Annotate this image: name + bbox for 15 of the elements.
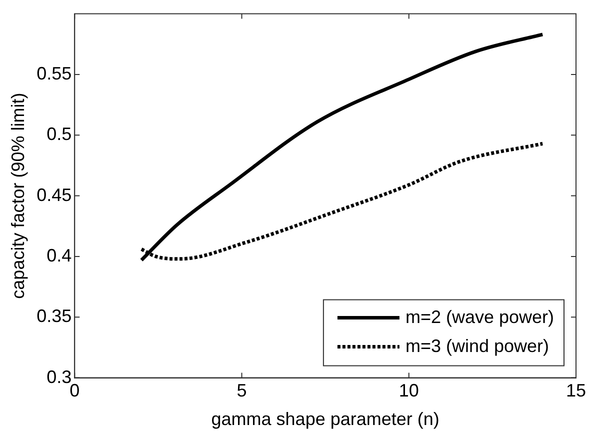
x-tick-label: 15 <box>566 380 586 401</box>
y-tick-label: 0.3 <box>46 366 72 387</box>
legend-label: m=3 (wind power) <box>405 336 550 356</box>
x-axis-title: gamma shape parameter (n) <box>211 409 440 430</box>
legend-label: m=2 (wave power) <box>405 306 554 327</box>
y-tick-label: 0.5 <box>46 124 72 144</box>
x-tick-label: 5 <box>236 380 247 401</box>
y-tick-label: 0.55 <box>36 63 72 84</box>
x-tick-label: 10 <box>398 380 419 401</box>
y-tick-label: 0.45 <box>36 184 72 205</box>
line-series <box>140 32 544 262</box>
y-axis-title: capacity factor (90% limit) <box>8 92 28 299</box>
y-tick-label: 0.4 <box>46 245 72 266</box>
x-tick-label: 0 <box>70 380 80 401</box>
y-tick-label: 0.35 <box>36 306 72 326</box>
